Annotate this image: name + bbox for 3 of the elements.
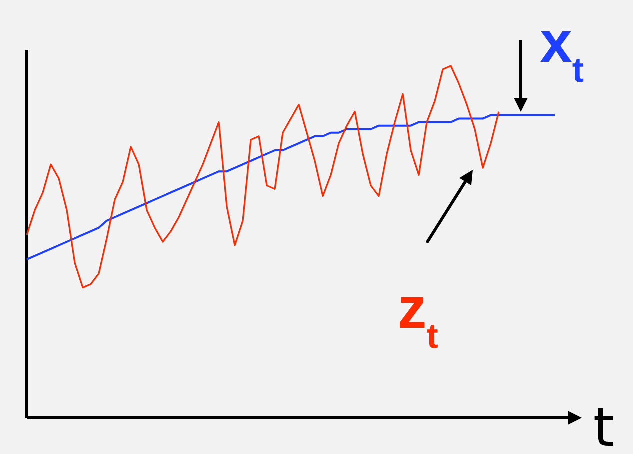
series-label: x$_{t}$ xyxy=(540,10,584,90)
x-axis-title: t xyxy=(593,396,615,454)
series-label: z$_{t}$ xyxy=(398,276,439,356)
